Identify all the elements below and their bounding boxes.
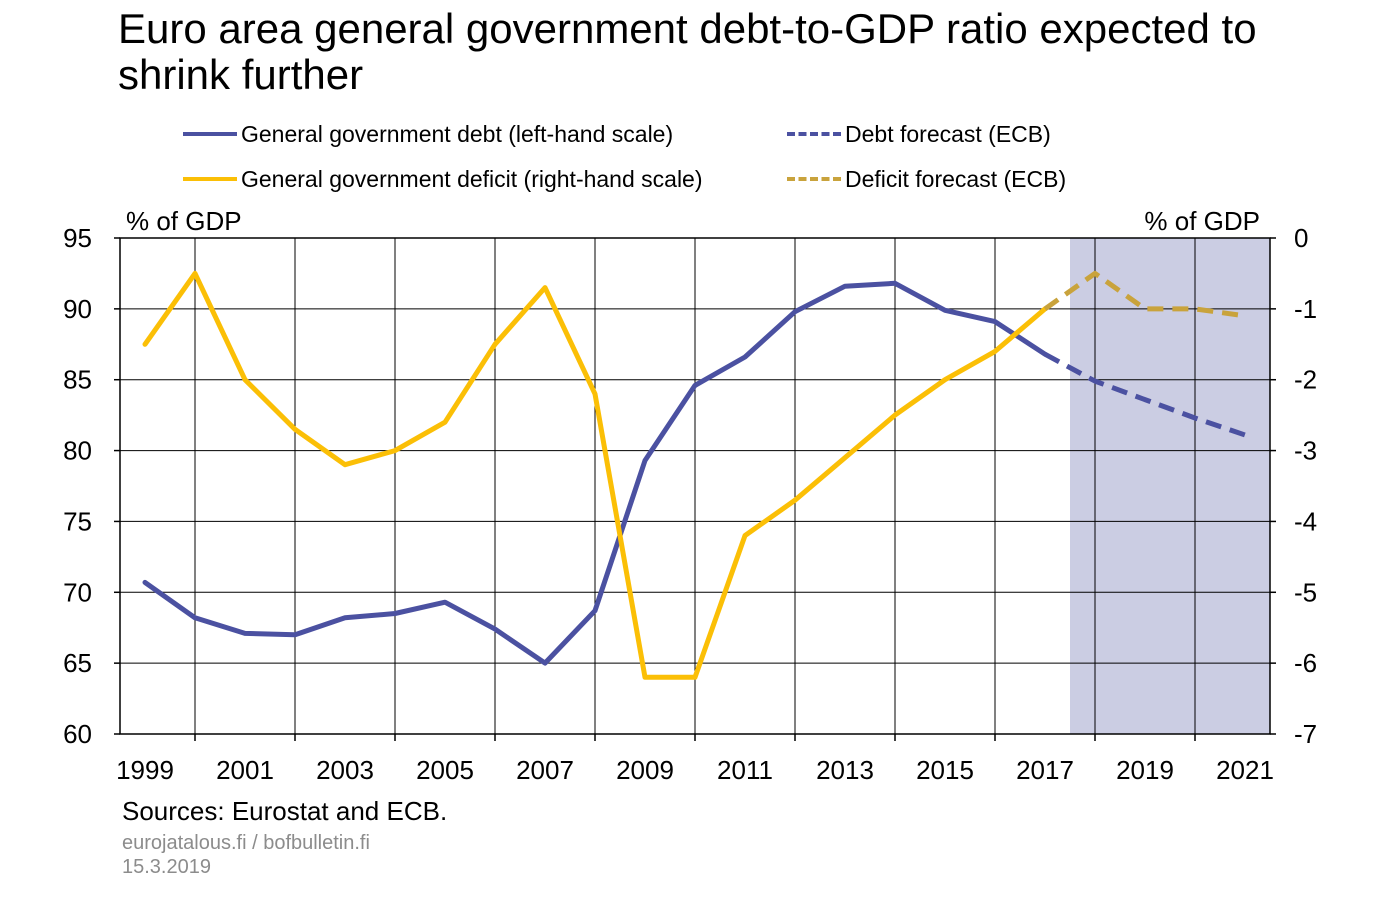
legend-label-debt-forecast: Debt forecast (ECB) [845, 120, 1051, 147]
x-tick-label: 2003 [316, 755, 374, 785]
legend-swatch-debt [183, 132, 237, 136]
x-tick-label: 2007 [516, 755, 574, 785]
legend-swatch-deficit [183, 177, 237, 181]
left-tick-label: 85 [63, 365, 92, 395]
x-tick-label: 2017 [1016, 755, 1074, 785]
legend-label-debt: General government debt (left-hand scale… [241, 120, 674, 147]
chart-title: Euro area general government debt-to-GDP… [118, 5, 1257, 98]
left-tick-label: 90 [63, 294, 92, 324]
x-tick-label: 2001 [216, 755, 274, 785]
legend-swatch-debt-forecast [787, 132, 841, 136]
series-line-general-government-deficit-right-hand-scale [142, 270, 1048, 680]
x-tick-label: 2009 [616, 755, 674, 785]
legend-label-deficit: General government deficit (right-hand s… [241, 165, 703, 192]
site-credit: eurojatalous.fi / bofbulletin.fi [122, 832, 370, 854]
right-tick-label: 0 [1294, 223, 1308, 253]
x-tick-label: 2005 [416, 755, 474, 785]
x-tick-label: 2011 [717, 755, 773, 785]
legend-item-debt: General government debt (left-hand scale… [183, 119, 673, 149]
right-axis-label: % of GDP [1144, 206, 1260, 236]
x-tick-label: 1999 [116, 755, 174, 785]
x-tick-label: 2015 [916, 755, 974, 785]
forecast-shading [1070, 238, 1270, 734]
publication-date: 15.3.2019 [122, 856, 211, 878]
sources-note: Sources: Eurostat and ECB. [122, 796, 448, 826]
right-tick-label: -4 [1294, 506, 1317, 536]
right-tick-label: -2 [1294, 365, 1317, 395]
left-axis-label: % of GDP [126, 206, 242, 236]
left-tick-label: 95 [63, 223, 92, 253]
legend-item-debt-forecast: Debt forecast (ECB) [787, 119, 1051, 149]
legend-item-deficit: General government deficit (right-hand s… [183, 164, 703, 194]
right-tick-label: -3 [1294, 436, 1317, 466]
right-tick-label: -1 [1294, 294, 1317, 324]
left-tick-label: 70 [63, 577, 92, 607]
right-tick-label: -7 [1294, 719, 1317, 749]
right-tick-label: -5 [1294, 577, 1317, 607]
x-tick-label: 2019 [1116, 755, 1174, 785]
legend-item-deficit-forecast: Deficit forecast (ECB) [787, 164, 1066, 194]
series-line-general-government-debt-left-hand-scale [142, 280, 1048, 666]
left-tick-label: 80 [63, 436, 92, 466]
left-tick-label: 65 [63, 648, 92, 678]
legend-swatch-deficit-forecast [787, 177, 841, 181]
left-tick-label: 75 [63, 506, 92, 536]
left-tick-label: 60 [63, 719, 92, 749]
series-line-debt-forecast-ecb [1043, 351, 1246, 438]
x-tick-label: 2021 [1216, 755, 1274, 785]
right-tick-label: -6 [1294, 648, 1317, 678]
series-line-deficit-forecast-ecb [1043, 270, 1246, 319]
x-tick-label: 2013 [816, 755, 874, 785]
legend-label-deficit-forecast: Deficit forecast (ECB) [845, 165, 1067, 192]
